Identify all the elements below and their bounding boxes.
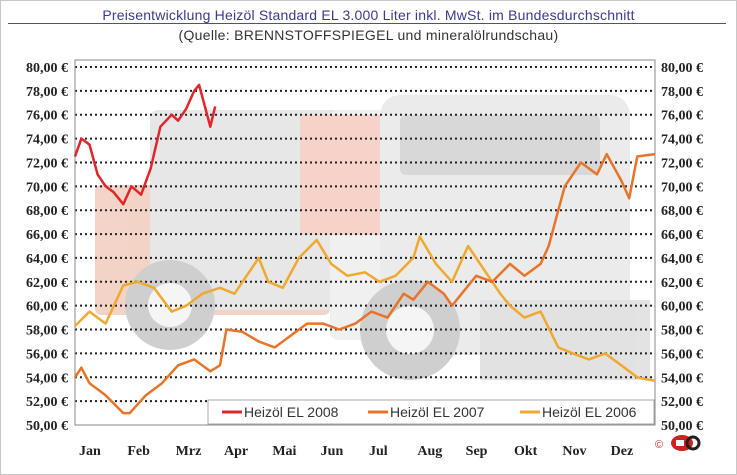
y-tick-label-right: 74,00 € [661, 133, 703, 148]
y-tick-label-left: 54,00 € [26, 371, 68, 386]
y-tick-label-left: 76,00 € [26, 109, 68, 124]
legend: Heizöl EL 2008 Heizöl EL 2007 Heizöl EL 20… [207, 399, 655, 425]
background-truck-image [95, 95, 650, 380]
y-tick-label-right: 72,00 € [661, 156, 703, 171]
y-tick-label-right: 78,00 € [661, 85, 703, 100]
y-tick-label-left: 70,00 € [26, 180, 68, 195]
y-tick-label-left: 78,00 € [26, 85, 68, 100]
title-underline [8, 23, 726, 24]
y-tick-label-left: 68,00 € [26, 204, 68, 219]
series-line [74, 235, 656, 383]
y-tick-label-left: 62,00 € [26, 276, 68, 291]
x-tick-label: Dez [611, 444, 634, 459]
x-tick-label: Aug [417, 444, 442, 459]
y-tick-label-right: 64,00 € [661, 252, 703, 267]
y-tick-label-right: 60,00 € [661, 300, 703, 315]
y-tick-label-left: 64,00 € [26, 252, 68, 267]
y-tick-label-right: 50,00 € [661, 419, 703, 434]
legend-label: Heizöl EL 2006 [542, 404, 637, 420]
x-tick-label: Okt [514, 444, 538, 459]
y-tick-label-right: 58,00 € [661, 324, 703, 339]
y-tick-label-left: 56,00 € [26, 347, 68, 362]
y-tick-label-left: 58,00 € [26, 324, 68, 339]
x-tick-label: Mrz [176, 444, 202, 459]
plot-border [74, 59, 656, 426]
y-tick-label-left: 60,00 € [26, 300, 68, 315]
y-tick-label-left: 72,00 € [26, 156, 68, 171]
y-tick-label-right: 76,00 € [661, 109, 703, 124]
chart-title: Preisentwicklung Heizöl Standard EL 3.00… [102, 7, 635, 23]
y-tick-label-right: 62,00 € [661, 276, 703, 291]
y-tick-label-left: 74,00 € [26, 133, 68, 148]
series-line [73, 83, 217, 206]
y-tick-label-right: 66,00 € [661, 228, 703, 243]
legend-label: Heizöl EL 2007 [390, 404, 485, 420]
series-line [73, 152, 656, 415]
copyright-symbol: © [655, 439, 663, 451]
y-tick-label-left: 80,00 € [26, 61, 68, 76]
y-tick-label-right: 54,00 € [661, 371, 703, 386]
x-tick-label: Feb [127, 444, 150, 459]
x-tick-label: Mai [272, 444, 296, 459]
y-tick-label-right: 56,00 € [661, 347, 703, 362]
legend-label: Heizöl EL 2008 [244, 404, 339, 420]
x-tick-label: Jun [321, 444, 344, 459]
chart-subtitle: (Quelle: BRENNSTOFFSPIEGEL und mineralöl… [178, 27, 559, 43]
x-tick-label: Nov [562, 444, 586, 459]
x-tick-label: Sep [466, 444, 488, 459]
y-tick-label-left: 52,00 € [26, 395, 68, 410]
copyright-logo: © [655, 435, 701, 451]
y-tick-label-right: 70,00 € [661, 180, 703, 195]
x-tick-label: Jul [369, 444, 388, 459]
legend-box [207, 399, 655, 425]
y-tick-label-left: 66,00 € [26, 228, 68, 243]
y-tick-label-right: 52,00 € [661, 395, 703, 410]
x-tick-label: Jan [79, 444, 101, 459]
x-tick-label: Apr [224, 444, 248, 459]
y-tick-label-right: 80,00 € [661, 61, 703, 76]
y-tick-label-left: 50,00 € [26, 419, 68, 434]
y-tick-label-right: 68,00 € [661, 204, 703, 219]
